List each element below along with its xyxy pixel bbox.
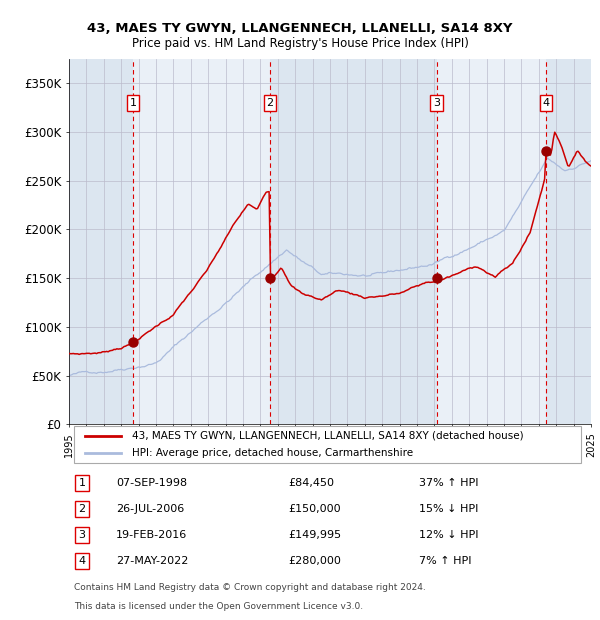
Text: 07-SEP-1998: 07-SEP-1998 (116, 477, 187, 488)
Text: 2: 2 (266, 98, 274, 108)
Bar (437, 59, 546, 424)
Text: 19-FEB-2016: 19-FEB-2016 (116, 529, 187, 540)
Text: 37% ↑ HPI: 37% ↑ HPI (419, 477, 478, 488)
Text: 4: 4 (542, 98, 550, 108)
Text: 3: 3 (433, 98, 440, 108)
Text: 15% ↓ HPI: 15% ↓ HPI (419, 503, 478, 514)
Text: 27-MAY-2022: 27-MAY-2022 (116, 556, 188, 566)
Text: £149,995: £149,995 (288, 529, 341, 540)
Text: 43, MAES TY GWYN, LLANGENNECH, LLANELLI, SA14 8XY (detached house): 43, MAES TY GWYN, LLANGENNECH, LLANELLI,… (131, 430, 523, 441)
Text: £280,000: £280,000 (288, 556, 341, 566)
Bar (270, 59, 437, 424)
FancyBboxPatch shape (74, 427, 581, 463)
Text: Price paid vs. HM Land Registry's House Price Index (HPI): Price paid vs. HM Land Registry's House … (131, 37, 469, 50)
Text: 1: 1 (130, 98, 136, 108)
Text: 7% ↑ HPI: 7% ↑ HPI (419, 556, 471, 566)
Text: Contains HM Land Registry data © Crown copyright and database right 2024.: Contains HM Land Registry data © Crown c… (74, 583, 426, 591)
Bar (69, 59, 133, 424)
Text: This data is licensed under the Open Government Licence v3.0.: This data is licensed under the Open Gov… (74, 603, 364, 611)
Bar (133, 59, 270, 424)
Text: £150,000: £150,000 (288, 503, 341, 514)
Text: 4: 4 (79, 556, 86, 566)
Text: HPI: Average price, detached house, Carmarthenshire: HPI: Average price, detached house, Carm… (131, 448, 413, 458)
Text: 43, MAES TY GWYN, LLANGENNECH, LLANELLI, SA14 8XY: 43, MAES TY GWYN, LLANGENNECH, LLANELLI,… (87, 22, 513, 35)
Bar (546, 59, 591, 424)
Text: 26-JUL-2006: 26-JUL-2006 (116, 503, 184, 514)
Text: 3: 3 (79, 529, 86, 540)
Text: 12% ↓ HPI: 12% ↓ HPI (419, 529, 478, 540)
Text: 2: 2 (79, 503, 86, 514)
Text: 1: 1 (79, 477, 86, 488)
Text: £84,450: £84,450 (288, 477, 334, 488)
